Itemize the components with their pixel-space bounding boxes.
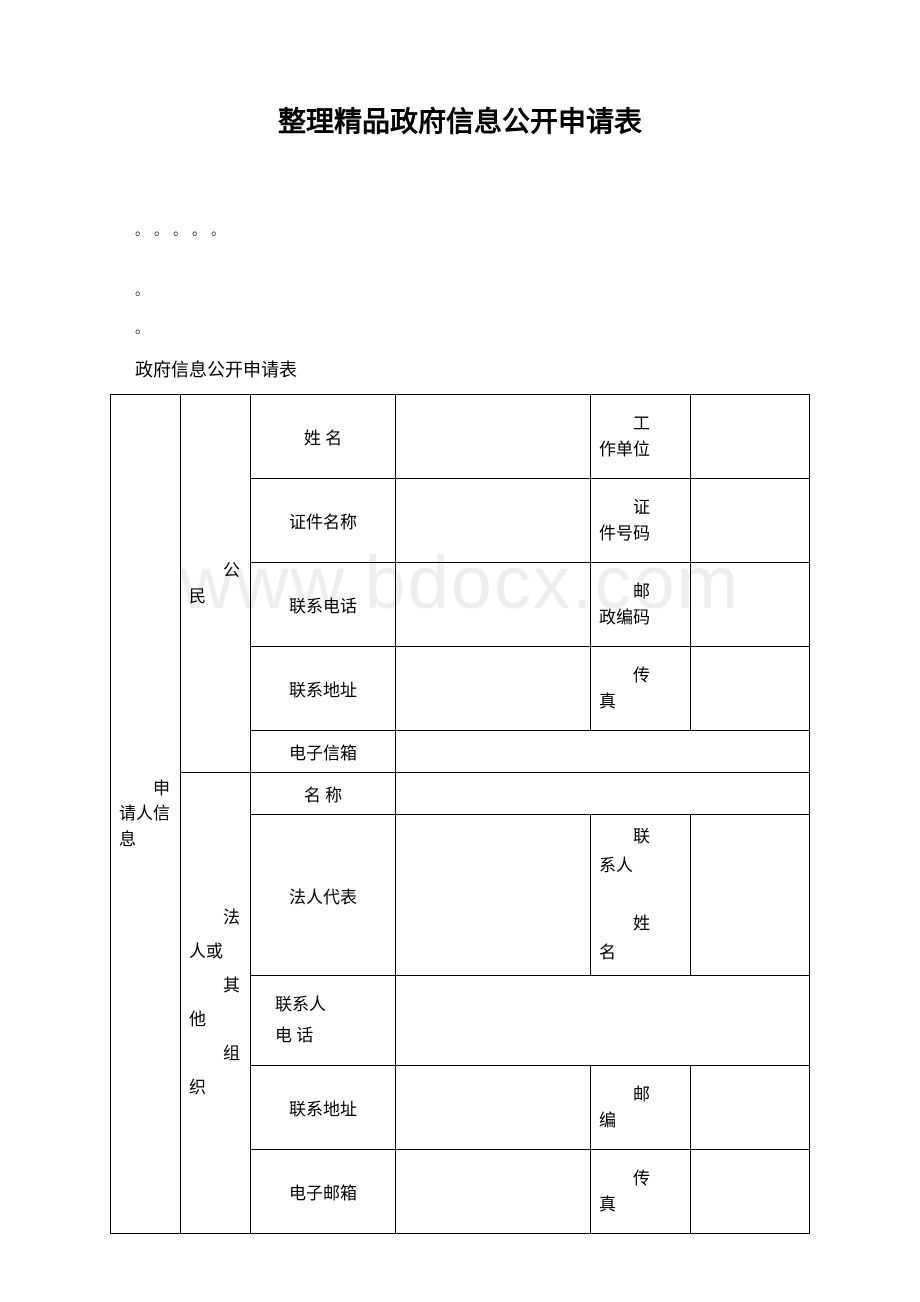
legal-name-label: 名 称 bbox=[251, 773, 396, 815]
work-unit-label: 工 作单位 bbox=[591, 395, 691, 479]
fax-value[interactable] bbox=[691, 647, 810, 731]
cert-name-value[interactable] bbox=[396, 479, 591, 563]
contact-phone-value[interactable] bbox=[396, 976, 810, 1066]
table-subtitle: 政府信息公开申请表 bbox=[135, 356, 810, 382]
cert-name-label: 证件名称 bbox=[251, 479, 396, 563]
dot-line-2: 。 bbox=[135, 318, 810, 338]
legal-rep-value[interactable] bbox=[396, 815, 591, 976]
work-unit-value[interactable] bbox=[691, 395, 810, 479]
legal-email-value[interactable] bbox=[396, 1150, 591, 1234]
name-label: 姓 名 bbox=[251, 395, 396, 479]
legal-name-value[interactable] bbox=[396, 773, 810, 815]
address-value[interactable] bbox=[396, 647, 591, 731]
dots-row: 。。。。。 bbox=[135, 220, 810, 240]
legal-email-label: 电子邮箱 bbox=[251, 1150, 396, 1234]
postal-value[interactable] bbox=[691, 563, 810, 647]
legal-rep-label: 法人代表 bbox=[251, 815, 396, 976]
cert-no-value[interactable] bbox=[691, 479, 810, 563]
phone-value[interactable] bbox=[396, 563, 591, 647]
legal-address-label: 联系地址 bbox=[251, 1066, 396, 1150]
contact-name-label: 联 系人 姓 名 bbox=[591, 815, 691, 976]
applicant-info-header: 申请人信息 bbox=[111, 395, 181, 1234]
citizen-category: 公民 bbox=[181, 395, 251, 773]
contact-phone-label: 联系人 电 话 bbox=[251, 976, 396, 1066]
document-title: 整理精品政府信息公开申请表 bbox=[110, 100, 810, 140]
email-label: 电子信箱 bbox=[251, 731, 396, 773]
email-value[interactable] bbox=[396, 731, 810, 773]
legal-address-value[interactable] bbox=[396, 1066, 591, 1150]
legal-category: 法 人或 其 他 组 织 bbox=[181, 773, 251, 1234]
legal-postal-value[interactable] bbox=[691, 1066, 810, 1150]
phone-label: 联系电话 bbox=[251, 563, 396, 647]
document-content: 整理精品政府信息公开申请表 。。。。。 。 。 政府信息公开申请表 申请人信息 bbox=[110, 100, 810, 1234]
contact-name-value[interactable] bbox=[691, 815, 810, 976]
legal-fax-value[interactable] bbox=[691, 1150, 810, 1234]
name-value[interactable] bbox=[396, 395, 591, 479]
address-label: 联系地址 bbox=[251, 647, 396, 731]
fax-label: 传 真 bbox=[591, 647, 691, 731]
dot-line-1: 。 bbox=[135, 280, 810, 300]
application-form-table: 申请人信息 公民 姓 名 工 作单位 bbox=[110, 394, 810, 1234]
legal-fax-label: 传 真 bbox=[591, 1150, 691, 1234]
legal-postal-label: 邮 编 bbox=[591, 1066, 691, 1150]
cert-no-label: 证 件号码 bbox=[591, 479, 691, 563]
postal-label: 邮 政编码 bbox=[591, 563, 691, 647]
table-row: 申请人信息 公民 姓 名 工 作单位 bbox=[111, 395, 810, 479]
table-row: 法 人或 其 他 组 织 名 称 bbox=[111, 773, 810, 815]
